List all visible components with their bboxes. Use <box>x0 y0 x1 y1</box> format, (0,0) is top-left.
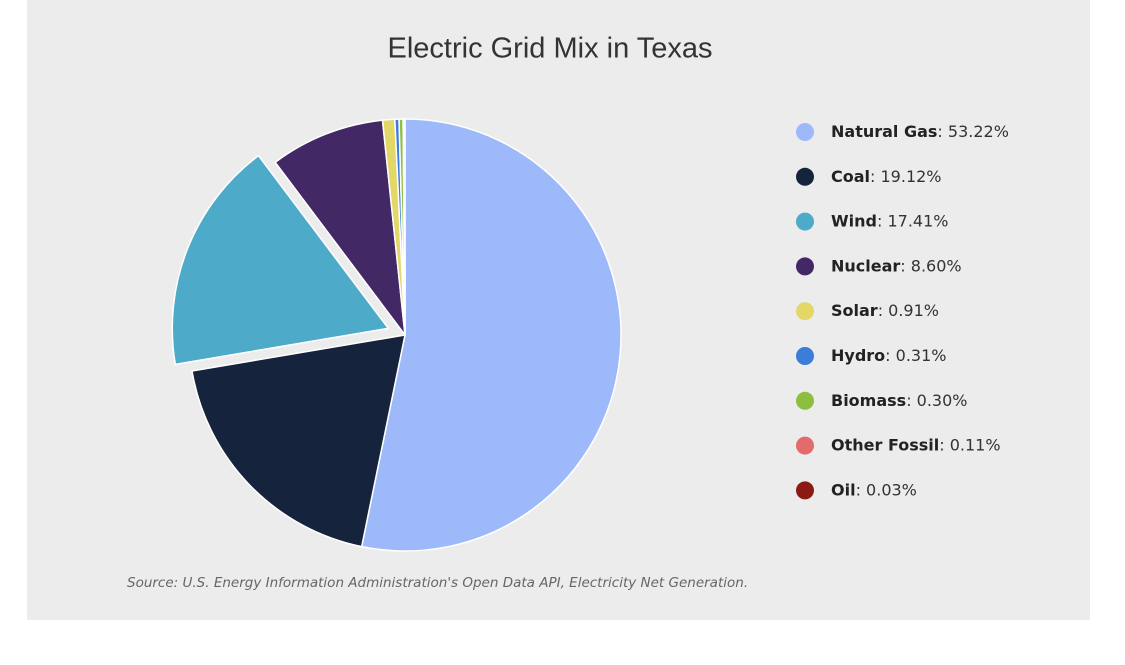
chart-title: Electric Grid Mix in Texas <box>388 33 713 65</box>
legend-value: : 19.12% <box>870 166 941 185</box>
legend-marker <box>796 302 814 321</box>
legend-marker <box>796 167 814 186</box>
source-note: Source: U.S. Energy Information Administ… <box>127 575 748 591</box>
legend-value: : 53.22% <box>937 122 1008 141</box>
legend-value: : 0.03% <box>856 480 917 499</box>
legend-marker <box>796 481 814 500</box>
legend-entry: Hydro: 0.31% <box>831 346 946 365</box>
legend-value: : 0.31% <box>885 346 946 365</box>
legend-entry: Solar: 0.91% <box>831 301 939 320</box>
pie-slice <box>191 334 406 548</box>
legend-marker <box>796 391 814 410</box>
legend-entry: Wind: 17.41% <box>831 211 948 230</box>
legend-name: Hydro <box>831 346 885 365</box>
legend-name: Wind <box>831 211 877 230</box>
legend-marker <box>796 347 814 365</box>
legend-name: Nuclear <box>831 256 900 275</box>
legend-entry: Natural Gas: 53.22% <box>831 122 1009 141</box>
legend-name: Biomass <box>831 390 906 409</box>
legend-entry: Biomass: 0.30% <box>831 390 968 409</box>
legend-name: Natural Gas <box>831 122 937 141</box>
pie-slice <box>274 119 406 336</box>
legend-marker <box>796 212 814 231</box>
legend-entry: Other Fossil: 0.11% <box>831 435 1001 454</box>
legend-name: Solar <box>831 301 878 320</box>
legend-name: Coal <box>831 166 870 185</box>
legend-marker <box>796 257 814 276</box>
legend-value: : 17.41% <box>877 211 948 230</box>
pie-slice <box>360 118 622 552</box>
legend-value: : 8.60% <box>900 256 961 275</box>
legend-entry: Coal: 19.12% <box>831 166 942 185</box>
legend-marker <box>796 123 814 141</box>
legend-entry: Nuclear: 8.60% <box>831 256 962 275</box>
legend-marker <box>796 436 814 455</box>
legend-value: : 0.91% <box>878 301 939 320</box>
legend-value: : 0.11% <box>939 435 1000 454</box>
legend-name: Oil <box>831 480 856 499</box>
legend-entry: Oil: 0.03% <box>831 480 917 499</box>
pie-slice <box>171 154 390 366</box>
legend-name: Other Fossil <box>831 435 939 454</box>
legend-value: : 0.30% <box>906 390 967 409</box>
